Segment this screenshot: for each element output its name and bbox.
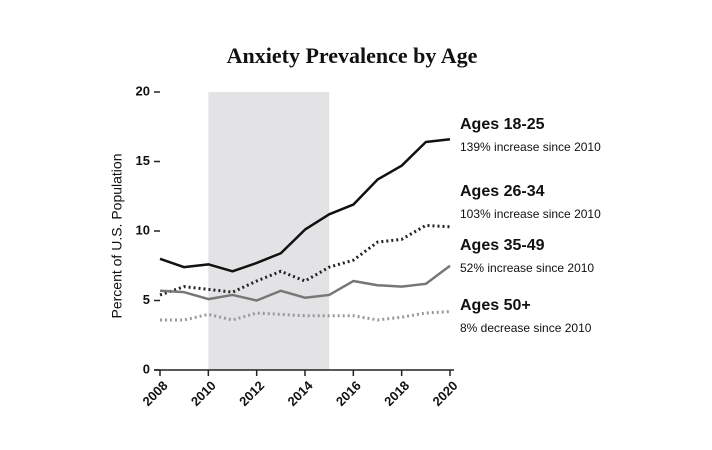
y-tick-label: 5 (143, 292, 150, 307)
x-tick-label: 2012 (236, 378, 267, 409)
series-line (159, 223, 451, 297)
series-line (159, 264, 451, 302)
legend-note: 103% increase since 2010 (460, 207, 601, 221)
legend-label: Ages 26-34 (460, 183, 545, 200)
y-axis-label: Percent of U.S. Population (109, 154, 125, 319)
legend-label: Ages 50+ (460, 297, 531, 314)
legend-note: 8% decrease since 2010 (460, 321, 592, 335)
shaded-region (208, 92, 330, 370)
legend-note: 139% increase since 2010 (460, 140, 601, 154)
x-tick-label: 2008 (139, 378, 170, 409)
y-tick-label: 10 (136, 222, 150, 237)
legend-label: Ages 18-25 (460, 116, 545, 133)
legend-label: Ages 35-49 (460, 237, 545, 254)
x-tick-label: 2018 (381, 378, 412, 409)
x-tick-label: 2014 (284, 377, 316, 409)
x-tick-label: 2016 (333, 378, 364, 409)
x-tick-label: 2020 (429, 378, 460, 409)
legend-note: 52% increase since 2010 (460, 261, 594, 275)
y-tick-label: 15 (136, 153, 150, 168)
chart-title: Anxiety Prevalence by Age (227, 43, 478, 68)
y-tick-label: 0 (143, 361, 150, 376)
y-tick-label: 20 (136, 83, 150, 98)
series-line (159, 138, 451, 273)
x-tick-label: 2010 (188, 378, 219, 409)
